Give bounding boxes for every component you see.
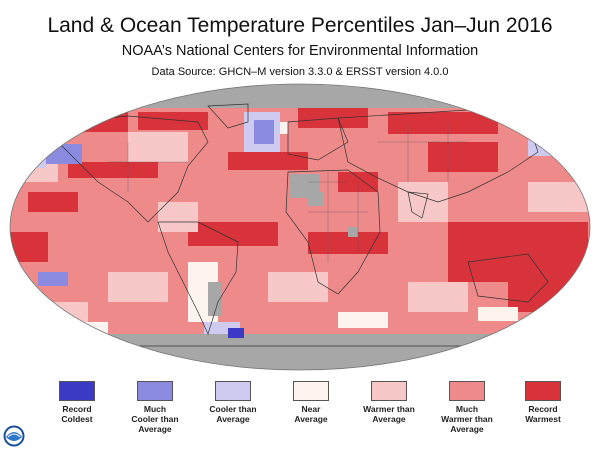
land-no-data: [208, 174, 358, 316]
legend-swatch: [525, 381, 561, 401]
data-source: Data Source: GHCN–M version 3.3.0 & ERSS…: [151, 66, 449, 78]
legend-label: Record Coldest: [61, 404, 93, 424]
legend-label: Record Warmest: [525, 404, 561, 424]
legend-label: Much Cooler than Average: [131, 404, 179, 434]
legend-swatch: [59, 381, 95, 401]
legend-item-much-warmer: Much Warmer than Average: [430, 381, 504, 434]
legend-item-near-average: Near Average: [274, 381, 348, 424]
legend-label: Near Average: [294, 404, 328, 424]
map-title: Land & Ocean Temperature Percentiles Jan…: [47, 14, 553, 37]
legend-swatch: [215, 381, 251, 401]
legend-item-record-warmest: Record Warmest: [506, 381, 580, 424]
legend-swatch: [293, 381, 329, 401]
legend-item-record-coldest: Record Coldest: [40, 381, 114, 424]
legend-swatch: [371, 381, 407, 401]
noaa-logo-icon: [3, 425, 25, 447]
legend-label: Cooler than Average: [209, 404, 257, 424]
legend-swatch: [137, 381, 173, 401]
world-map: [8, 82, 592, 372]
legend: Record Coldest Much Cooler than Average …: [40, 381, 580, 441]
country-borders: [108, 122, 468, 262]
legend-item-cooler: Cooler than Average: [196, 381, 270, 424]
map-subtitle: NOAA’s National Centers for Environmenta…: [121, 43, 479, 59]
antarctic-no-data: [10, 334, 590, 370]
legend-swatch: [449, 381, 485, 401]
world-map-svg: [9, 83, 591, 371]
legend-label: Warmer than Average: [363, 404, 415, 424]
record-warmest-regions: [10, 108, 588, 312]
arctic-no-data: [10, 84, 590, 108]
legend-item-much-cooler: Much Cooler than Average: [118, 381, 192, 434]
legend-label: Much Warmer than Average: [441, 404, 493, 434]
legend-item-warmer: Warmer than Average: [352, 381, 426, 424]
